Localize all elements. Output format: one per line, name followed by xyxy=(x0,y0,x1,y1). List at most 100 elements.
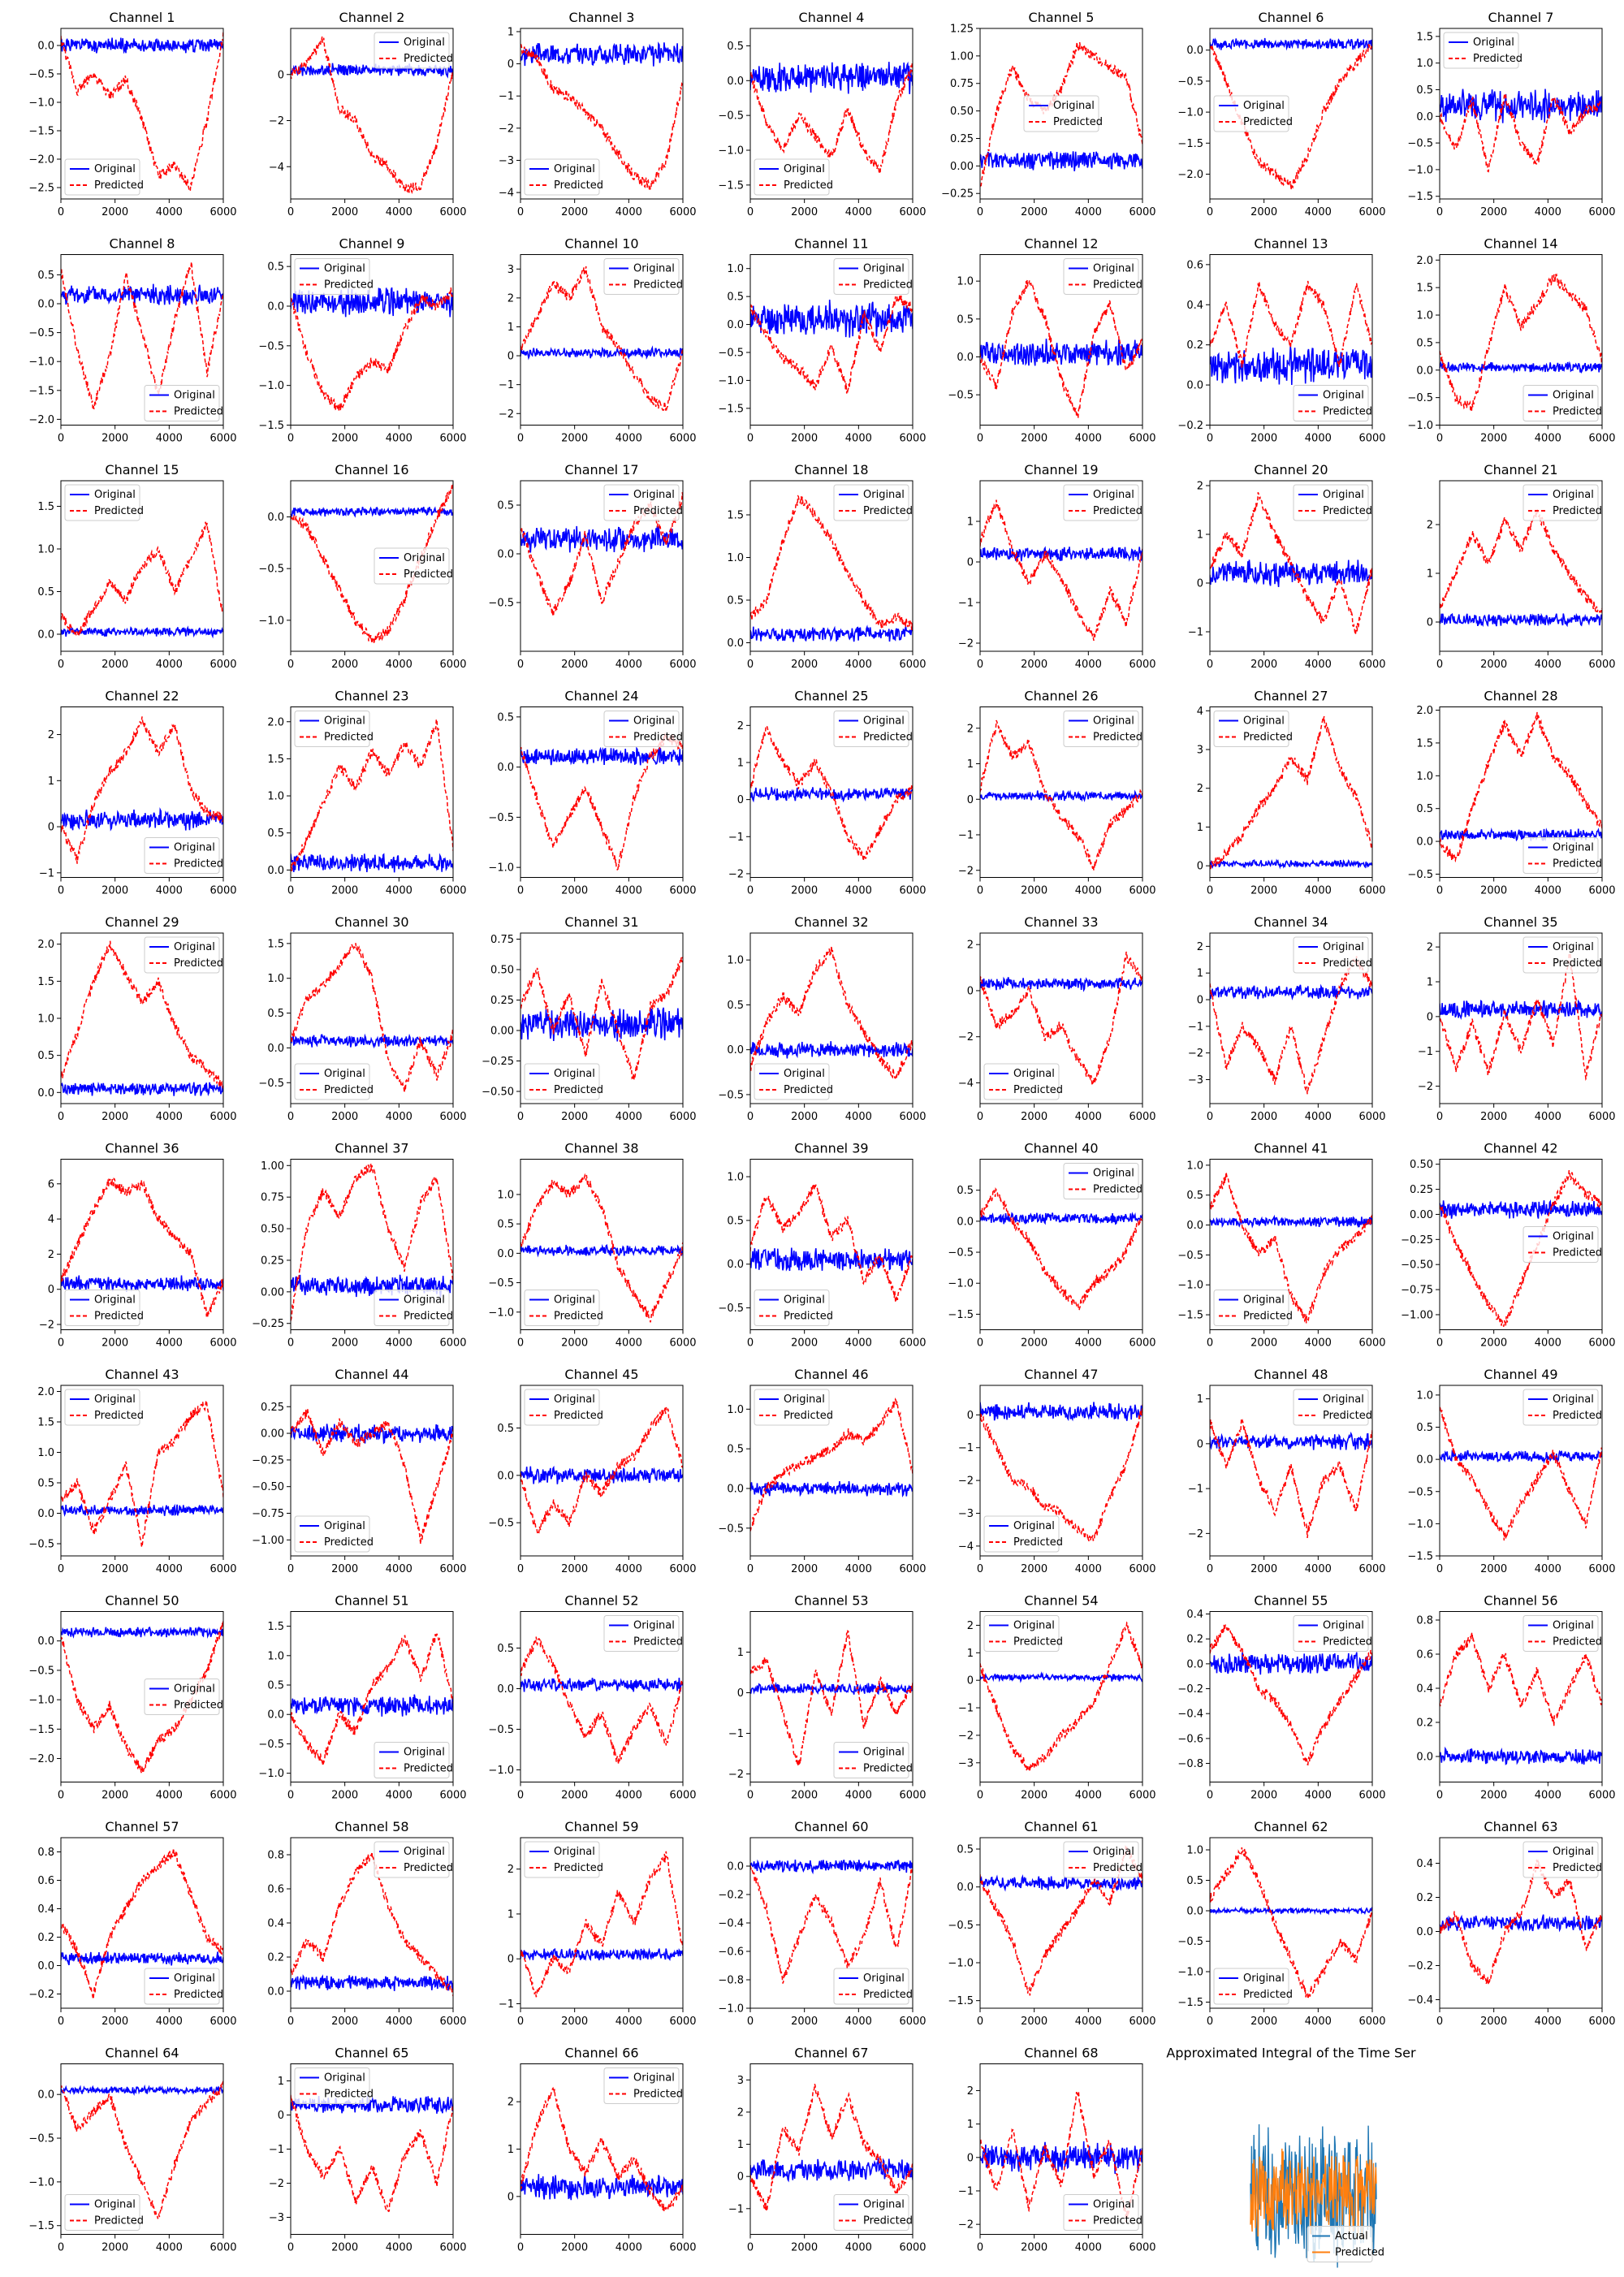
subplot-title: Channel 14 xyxy=(1484,236,1557,252)
subplot-7: Channel 7 0 2000 4000 6000 −1.5 −1.0 −0.5 0.0 0.5… xyxy=(1407,10,1615,218)
subplot-title: Channel 45 xyxy=(564,1367,638,1382)
y-tick-label: 1.5 xyxy=(267,754,284,766)
y-tick-label: 1 xyxy=(278,2076,284,2088)
y-tick-label: −0.75 xyxy=(1401,1285,1433,1297)
legend-label-original: Original xyxy=(1093,489,1134,501)
subplot-title: Channel 67 xyxy=(794,2046,868,2061)
y-tick-label: −1.0 xyxy=(28,1695,54,1707)
x-tick-label: 4000 xyxy=(386,659,412,671)
y-tick-label: 0.00 xyxy=(261,1286,284,1298)
x-tick-label: 0 xyxy=(1207,1790,1213,1802)
y-tick-label: 3 xyxy=(737,2075,744,2087)
y-tick-label: −0.5 xyxy=(1177,1936,1203,1948)
legend-label-original: Original xyxy=(1553,489,1594,501)
legend-label-original: Original xyxy=(1553,1846,1594,1858)
x-tick-label: 2000 xyxy=(102,2016,128,2028)
subplot-28: Channel 28 0 2000 4000 6000 −0.5 0.0 0.5 1.0 1.5 2… xyxy=(1407,689,1615,897)
y-tick-label: −1.0 xyxy=(28,2176,54,2188)
series-original-line xyxy=(980,151,1142,171)
y-tick-label: −0.4 xyxy=(1407,1994,1433,2007)
x-tick-label: 2000 xyxy=(1021,433,1047,445)
y-tick-label: −0.5 xyxy=(1407,1486,1433,1498)
y-tick-label: 0 xyxy=(1197,995,1203,1007)
subplot-title: Channel 32 xyxy=(794,914,868,930)
x-tick-label: 2000 xyxy=(791,1563,818,1575)
x-tick-label: 0 xyxy=(517,2016,524,2028)
y-tick-label: 0.0 xyxy=(727,1259,744,1271)
x-tick-label: 4000 xyxy=(1075,1790,1102,1802)
subplot-10: Channel 10 0 2000 4000 6000 −2 −1 0 1 2 3 Original P… xyxy=(499,236,697,445)
y-tick-label: −3 xyxy=(269,2212,284,2224)
y-tick-label: 2 xyxy=(508,2097,514,2109)
y-tick-label: 0 xyxy=(48,822,54,834)
axes-frame xyxy=(749,28,914,200)
series-predicted-line xyxy=(980,1186,1142,1313)
x-tick-label: 4000 xyxy=(1535,885,1561,897)
x-tick-label: 2000 xyxy=(102,2242,128,2254)
y-tick-label: 0.5 xyxy=(267,827,284,840)
series-predicted-line xyxy=(1210,1419,1372,1538)
legend-label-original: Original xyxy=(554,1393,595,1406)
x-tick-label: 6000 xyxy=(1588,1111,1615,1123)
series-predicted-line xyxy=(291,1408,453,1545)
subplot-title: Channel 52 xyxy=(564,1593,638,1609)
x-tick-label: 0 xyxy=(977,2242,983,2254)
axes-frame xyxy=(520,480,684,652)
x-tick-label: 6000 xyxy=(1588,885,1615,897)
series-predicted-line xyxy=(520,732,683,871)
y-tick-label: 1.0 xyxy=(267,791,284,803)
series-original-line xyxy=(1440,89,1602,123)
x-tick-label: 6000 xyxy=(899,659,926,671)
y-tick-label: −0.5 xyxy=(258,1739,284,1751)
y-tick-label: 0.0 xyxy=(727,637,744,650)
subplot-30: Channel 30 0 2000 4000 6000 −0.5 0.0 0.5 1.0 1.5 O… xyxy=(258,914,466,1123)
series-predicted-line xyxy=(520,2086,683,2212)
x-tick-label: 0 xyxy=(1436,206,1443,218)
y-tick-label: 2.0 xyxy=(267,716,284,728)
y-tick-label: 1.0 xyxy=(1416,310,1433,322)
x-tick-label: 0 xyxy=(287,659,294,671)
x-tick-label: 6000 xyxy=(669,1790,696,1802)
legend-label-original: Original xyxy=(174,1972,215,1985)
y-tick-label: −1 xyxy=(39,867,54,879)
subplot-1: Channel 1 0 2000 4000 6000 −2.5 −2.0 −1.5 −1.0 −0… xyxy=(28,10,236,218)
subplot-63: Channel 63 0 2000 4000 6000 −0.4 −0.2 0.0 0.2 0.4… xyxy=(1407,1819,1615,2028)
series-original-line xyxy=(61,1951,223,1966)
series-original-line xyxy=(980,546,1142,562)
axes-frame xyxy=(520,254,684,426)
y-tick-label: −1.0 xyxy=(28,356,54,369)
subplot-64: Channel 64 0 2000 4000 6000 −1.5 −1.0 −0.5 0.0 Or… xyxy=(28,2046,236,2254)
legend-label-original: Original xyxy=(863,1747,905,1759)
x-tick-label: 2000 xyxy=(331,1790,358,1802)
y-tick-label: 0.5 xyxy=(957,313,974,326)
y-tick-label: −3 xyxy=(1188,1074,1203,1087)
y-tick-label: 0.0 xyxy=(497,549,514,561)
axes-frame xyxy=(60,2063,224,2235)
subplot-title: Channel 55 xyxy=(1254,1593,1328,1609)
legend-label-original: Original xyxy=(174,1683,215,1696)
y-tick-label: 0.4 xyxy=(267,1918,284,1930)
y-tick-label: 1.5 xyxy=(267,1621,284,1633)
y-tick-label: −1.5 xyxy=(28,126,54,138)
y-tick-label: 3 xyxy=(508,264,514,276)
series-original-line xyxy=(291,1694,453,1717)
y-tick-label: 1.0 xyxy=(1186,1845,1203,1857)
legend-label-original: Original xyxy=(324,2072,365,2085)
x-tick-label: 6000 xyxy=(209,2242,236,2254)
y-tick-label: 2 xyxy=(1197,941,1203,953)
x-tick-label: 0 xyxy=(977,1111,983,1123)
y-tick-label: 0.0 xyxy=(727,1044,744,1056)
y-tick-label: −2 xyxy=(39,1320,54,1332)
x-tick-label: 0 xyxy=(287,206,294,218)
x-tick-label: 4000 xyxy=(1305,659,1332,671)
legend-label-predicted: Predicted xyxy=(863,279,913,292)
series-original-line xyxy=(520,1678,683,1692)
x-tick-label: 6000 xyxy=(669,1111,696,1123)
y-tick-label: 2 xyxy=(48,1249,54,1261)
y-tick-label: −0.50 xyxy=(482,1087,514,1099)
legend-label-predicted: Predicted xyxy=(94,1410,144,1422)
legend-label-predicted: Predicted xyxy=(1013,1636,1063,1648)
x-tick-label: 6000 xyxy=(1129,2242,1155,2254)
x-tick-label: 4000 xyxy=(156,2242,183,2254)
